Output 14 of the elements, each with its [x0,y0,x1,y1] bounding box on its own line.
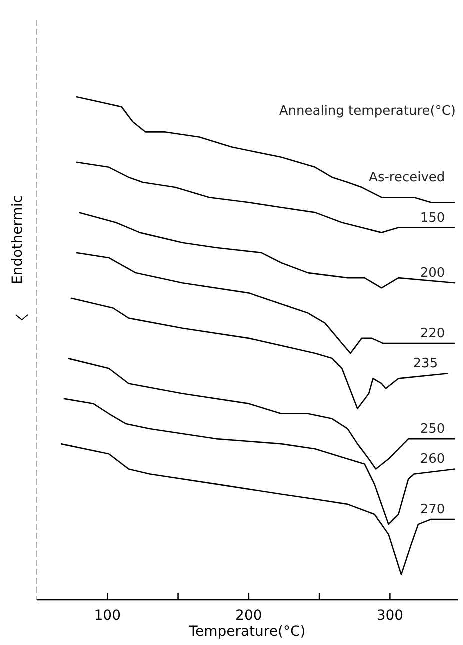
series-label: 235 [413,356,438,372]
series-label: 200 [420,266,446,282]
y-axis-title: Endothermic [10,196,26,284]
series-label: As-received [369,170,446,186]
x-tick-label: 100 [94,608,122,624]
x-tick-label: 300 [376,608,404,624]
series-label: 250 [420,422,446,438]
x-axis-title: Temperature(°C) [188,624,306,640]
series-label: 150 [420,210,446,226]
series-label: 270 [420,502,446,518]
x-tick-label: 200 [236,608,262,624]
series-label: 220 [420,326,446,342]
legend-title: Annealing temperature(°C) [279,104,456,119]
series-label: 260 [420,452,446,468]
